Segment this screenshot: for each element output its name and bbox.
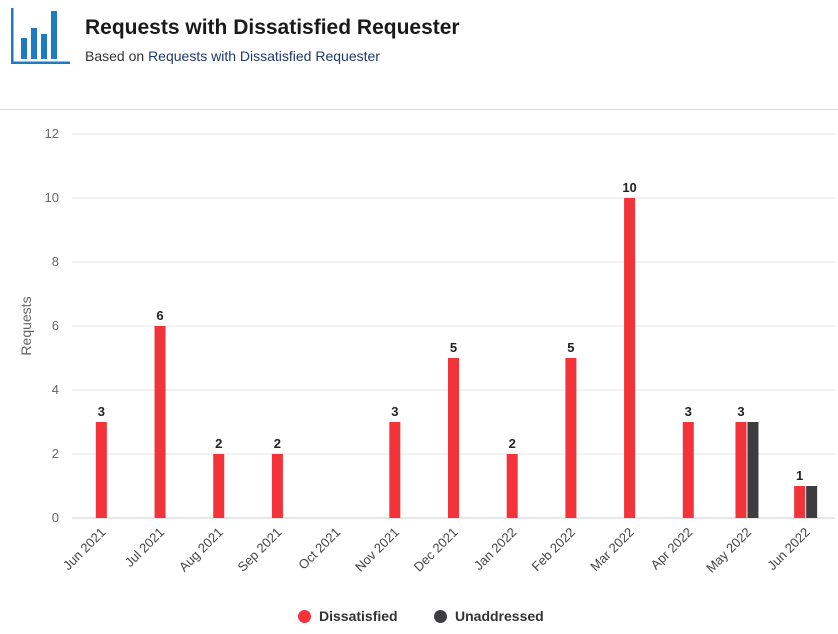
legend-item-unaddressed[interactable]: Unaddressed [434, 608, 544, 624]
header-divider [0, 109, 838, 110]
bar-dissatisfied-jul-2021[interactable] [154, 326, 166, 518]
x-tick-label: Mar 2022 [587, 525, 636, 574]
bar-unaddressed-may-2022[interactable] [747, 422, 759, 518]
bar-dissatisfied-apr-2022[interactable] [682, 422, 694, 518]
bar-dissatisfied-sep-2021[interactable] [271, 454, 283, 518]
y-tick-label: 12 [45, 126, 59, 141]
data-label: 3 [391, 404, 398, 419]
bar-dissatisfied-aug-2021[interactable] [213, 454, 225, 518]
bar-dissatisfied-jun-2021[interactable] [95, 422, 107, 518]
chart-header: Requests with Dissatisfied Requester Bas… [0, 0, 838, 110]
data-label: 5 [567, 340, 574, 355]
x-tick-label: Apr 2022 [647, 525, 695, 573]
bar-dissatisfied-dec-2021[interactable] [448, 358, 459, 518]
legend-marker-unaddressed [434, 609, 447, 623]
legend-label-dissatisfied: Dissatisfied [319, 608, 398, 624]
data-label: 10 [622, 180, 636, 195]
subtitle-prefix: Based on [85, 48, 149, 64]
x-tick-label: Sep 2021 [235, 525, 285, 575]
bar-dissatisfied-may-2022[interactable] [735, 422, 747, 518]
chart-legend: Dissatisfied Unaddressed [0, 606, 838, 630]
y-tick-label: 6 [52, 318, 59, 333]
bar-dissatisfied-jan-2022[interactable] [506, 454, 518, 518]
data-label: 2 [274, 436, 281, 451]
x-tick-label: Jun 2022 [764, 525, 812, 573]
data-label: 2 [509, 436, 516, 451]
y-tick-label: 8 [52, 254, 59, 269]
x-tick-label: Dec 2021 [411, 525, 461, 575]
x-tick-label: Nov 2021 [352, 525, 402, 575]
y-axis-title: Requests [18, 296, 34, 355]
bar-unaddressed-jun-2022[interactable] [806, 486, 818, 518]
chart-title: Requests with Dissatisfied Requester [85, 16, 460, 39]
legend-label-unaddressed: Unaddressed [455, 608, 544, 624]
y-tick-label: 4 [52, 382, 59, 397]
data-label: 5 [450, 340, 457, 355]
legend-marker-dissatisfied [298, 609, 311, 623]
bar-dissatisfied-jun-2022[interactable] [794, 486, 806, 518]
data-label: 3 [737, 404, 744, 419]
data-label: 3 [98, 404, 105, 419]
x-tick-label: Jul 2021 [122, 525, 167, 570]
x-tick-label: Feb 2022 [529, 525, 578, 574]
bar-dissatisfied-mar-2022[interactable] [624, 198, 636, 518]
data-label: 6 [156, 308, 163, 323]
x-tick-label: Jan 2022 [471, 525, 519, 573]
legend-item-dissatisfied[interactable]: Dissatisfied [298, 608, 398, 624]
y-tick-label: 2 [52, 446, 59, 461]
y-tick-label: 10 [45, 190, 59, 205]
bar-dissatisfied-nov-2021[interactable] [389, 422, 401, 518]
x-tick-label: Jun 2021 [60, 525, 108, 573]
data-label: 2 [215, 436, 222, 451]
data-label: 1 [796, 468, 803, 483]
chart-subtitle: Based on Requests with Dissatisfied Requ… [85, 48, 380, 64]
subtitle-source-link[interactable]: Requests with Dissatisfied Requester [148, 48, 380, 64]
bar-chart-icon [11, 8, 70, 64]
x-tick-label: Aug 2021 [176, 525, 226, 575]
x-tick-label: Oct 2021 [295, 525, 343, 573]
data-label: 3 [685, 404, 692, 419]
x-tick-label: May 2022 [703, 525, 754, 576]
y-tick-label: 0 [52, 510, 59, 525]
bar-dissatisfied-feb-2022[interactable] [565, 358, 577, 518]
